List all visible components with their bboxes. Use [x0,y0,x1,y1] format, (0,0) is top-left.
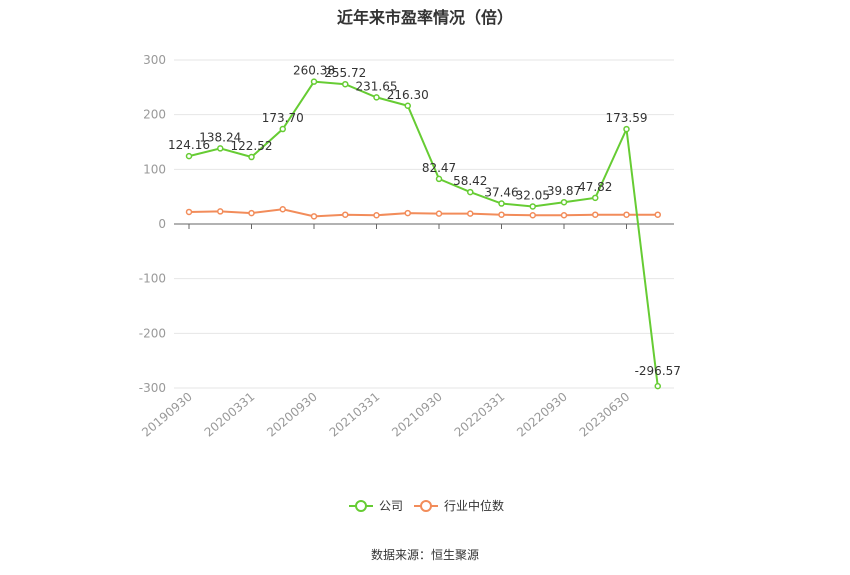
series-line-company [188,80,659,387]
data-label: 37.46 [484,186,518,200]
data-point [279,125,286,133]
data-point [342,211,349,218]
data-label: 124.16 [168,138,210,152]
data-label: 173.59 [606,111,648,125]
y-tick-label: -300 [139,381,166,395]
data-label: 255.72 [324,66,366,80]
data-point [560,212,568,219]
data-label: 58.42 [453,174,487,188]
x-tick-label: 20190930 [139,390,195,440]
data-point [592,211,599,218]
data-point [373,212,380,219]
data-point [467,188,474,196]
y-tick-label: 300 [143,53,166,67]
data-label: 138.24 [199,130,241,144]
data-label: -296.57 [635,364,681,378]
data-point [404,102,411,110]
series-line-industry-median [188,208,658,218]
data-point [623,211,630,218]
y-tick-label: -100 [139,272,166,286]
x-tick-label: 20200930 [264,390,320,440]
data-point [529,203,536,210]
x-tick-label: 20230630 [577,390,633,440]
legend-label: 公司 [379,499,403,513]
data-point [373,94,380,101]
data-label: 216.30 [387,88,429,102]
data-point [467,210,474,217]
data-point [654,211,661,218]
data-label: 32.05 [516,188,550,202]
y-tick-label: -200 [139,326,166,340]
data-point [279,205,286,213]
data-label: 82.47 [422,161,456,175]
legend-company: 公司 [349,499,403,513]
chart-title: 近年来市盈率情况（倍） [336,8,513,27]
legend-industry-median: 行业中位数 [414,498,504,513]
data-label: 260.38 [293,64,335,78]
data-point [560,198,568,206]
data-point [310,213,318,220]
legend-marker [355,500,367,512]
data-point [404,209,411,217]
data-point [248,209,255,217]
data-label: 39.87 [547,184,581,198]
x-tick-label: 20220331 [452,390,508,440]
data-point [248,153,255,161]
data-label: 173.70 [262,111,304,125]
data-point [623,125,630,133]
data-point [435,210,443,217]
data-point [185,152,193,160]
x-tick-label: 20200331 [202,390,258,440]
x-tick-label: 20210331 [327,390,383,440]
data-source: 数据来源：恒生聚源 [370,548,479,562]
y-tick-label: 0 [158,217,166,231]
data-point [217,145,224,152]
data-point [310,78,318,85]
x-tick-label: 20210930 [389,390,445,440]
y-tick-label: 100 [143,162,166,176]
legend-marker [420,500,432,512]
data-point [529,212,536,219]
data-label: 231.65 [356,79,398,93]
legend-label: 行业中位数 [444,498,504,513]
x-tick-label: 20220930 [514,390,570,440]
data-label: 47.82 [578,180,612,194]
y-tick-label: 200 [143,108,166,122]
data-point [435,175,443,183]
data-label: 122.52 [231,139,273,153]
data-point [592,194,599,202]
data-point [498,200,505,207]
data-point [185,208,193,216]
data-point [342,80,349,88]
data-point [654,382,661,390]
data-point [498,211,505,218]
data-point [217,208,224,215]
